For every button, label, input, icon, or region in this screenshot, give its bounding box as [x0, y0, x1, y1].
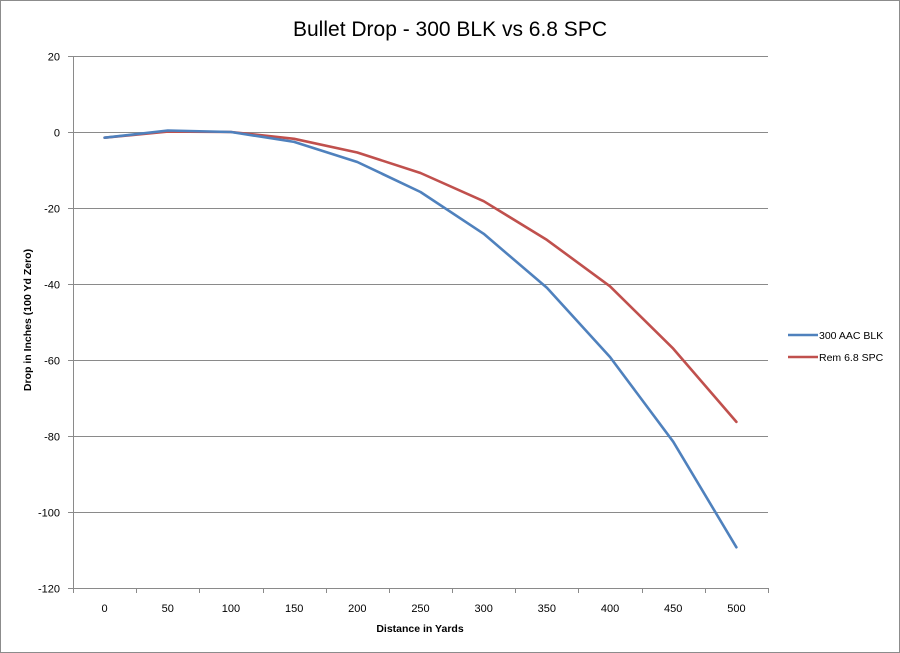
- x-tick-label: 350: [538, 603, 556, 615]
- y-tick-label: -80: [44, 432, 60, 444]
- x-axis-title: Distance in Yards: [376, 623, 464, 635]
- axes: [68, 56, 769, 593]
- legend: 300 AAC BLK Rem 6.8 SPC: [788, 330, 884, 364]
- y-tick-label: -100: [38, 508, 60, 520]
- series-lines: [103, 129, 738, 549]
- y-tick-label: 20: [48, 52, 60, 64]
- y-tick-label: 0: [54, 128, 60, 140]
- x-tick-label: 200: [348, 603, 366, 615]
- x-tick-label: 300: [475, 603, 493, 615]
- series-line-0: [103, 129, 738, 549]
- x-tick-label: 500: [727, 603, 745, 615]
- x-tick-label: 400: [601, 603, 619, 615]
- series-line-1: [103, 130, 738, 424]
- gridlines: [73, 56, 768, 513]
- x-tick-label: 50: [162, 603, 174, 615]
- y-tick-label: -60: [44, 356, 60, 368]
- y-tick-labels: 20 0 -20 -40 -60 -80 -100 -120: [38, 52, 60, 596]
- y-tick-label: -120: [38, 584, 60, 596]
- x-tick-label: 250: [411, 603, 429, 615]
- y-axis-title: Drop in Inches (100 Yd Zero): [22, 249, 34, 391]
- y-tick-label: -40: [44, 280, 60, 292]
- chart-title: Bullet Drop - 300 BLK vs 6.8 SPC: [293, 18, 607, 41]
- x-tick-label: 450: [664, 603, 682, 615]
- x-tick-label: 150: [285, 603, 303, 615]
- x-tick-label: 0: [102, 603, 108, 615]
- x-tick-labels: 0 50 100 150 200 250 300 350 400 450 500: [102, 603, 746, 615]
- y-tick-label: -20: [44, 204, 60, 216]
- x-tick-label: 100: [222, 603, 240, 615]
- legend-label-1: Rem 6.8 SPC: [819, 352, 884, 364]
- legend-label-0: 300 AAC BLK: [819, 330, 883, 342]
